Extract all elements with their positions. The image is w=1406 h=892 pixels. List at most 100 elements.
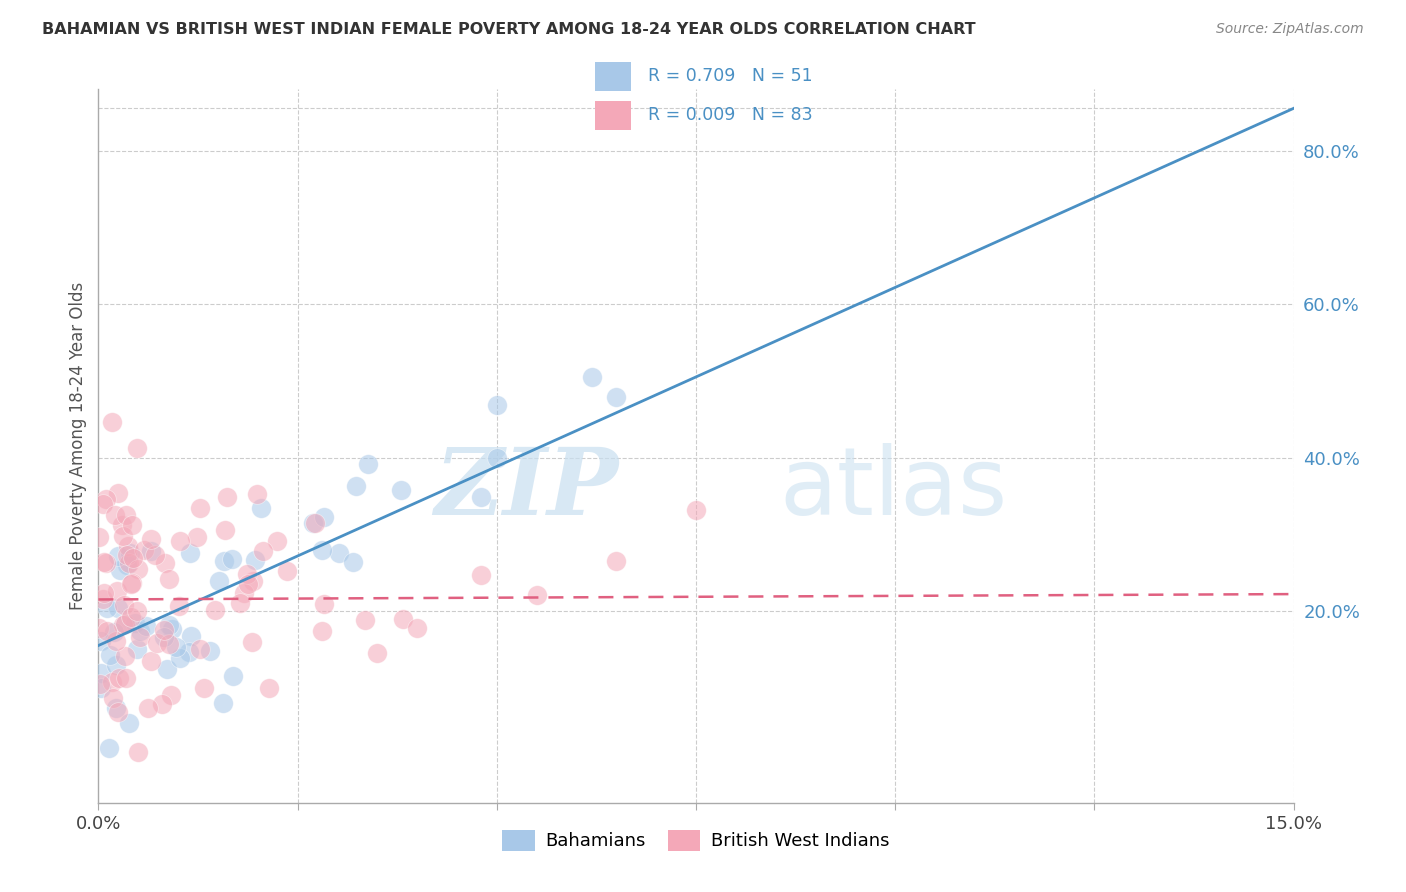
Point: [107, 486, 129, 500]
Point: [233, 586, 256, 600]
Point: [128, 631, 150, 645]
Point: [108, 671, 131, 685]
Point: [120, 577, 142, 591]
Point: [236, 577, 259, 591]
Point: [114, 671, 136, 685]
Point: [212, 696, 235, 710]
Point: [90, 634, 112, 648]
Point: [153, 556, 176, 570]
Point: [139, 544, 162, 558]
Point: [342, 555, 364, 569]
Point: [96, 624, 118, 639]
Point: [605, 391, 627, 405]
Point: [526, 588, 548, 602]
Point: [93, 586, 115, 600]
Point: [124, 616, 146, 631]
Point: [114, 649, 136, 664]
Point: [159, 688, 181, 702]
Point: [186, 530, 208, 544]
Point: [94, 491, 117, 506]
Point: [222, 669, 245, 683]
Point: [470, 490, 492, 504]
Point: [354, 613, 377, 627]
Point: [150, 697, 173, 711]
Point: [153, 631, 176, 645]
Text: ZIP: ZIP: [434, 444, 619, 533]
Point: [156, 662, 179, 676]
Point: [115, 558, 138, 572]
Text: Source: ZipAtlas.com: Source: ZipAtlas.com: [1216, 22, 1364, 37]
Point: [145, 636, 167, 650]
Point: [188, 642, 211, 657]
Text: R = 0.009   N = 83: R = 0.009 N = 83: [648, 106, 813, 124]
Point: [470, 567, 492, 582]
Text: BAHAMIAN VS BRITISH WEST INDIAN FEMALE POVERTY AMONG 18-24 YEAR OLDS CORRELATION: BAHAMIAN VS BRITISH WEST INDIAN FEMALE P…: [42, 22, 976, 37]
Point: [105, 583, 128, 598]
Point: [96, 600, 118, 615]
Point: [141, 654, 163, 668]
Point: [152, 623, 174, 637]
Point: [246, 487, 269, 501]
Point: [167, 599, 190, 613]
Point: [208, 574, 231, 588]
Point: [344, 479, 367, 493]
Point: [118, 716, 141, 731]
Point: [90, 666, 112, 681]
Point: [145, 549, 167, 563]
Point: [257, 681, 280, 696]
Point: [311, 624, 333, 638]
Point: [121, 575, 143, 590]
Point: [406, 622, 429, 636]
Text: R = 0.709   N = 51: R = 0.709 N = 51: [648, 68, 813, 86]
Point: [177, 645, 200, 659]
Point: [193, 681, 215, 695]
Point: [107, 705, 129, 719]
Point: [581, 369, 603, 384]
Point: [107, 600, 129, 615]
Point: [605, 554, 627, 568]
Point: [117, 539, 139, 553]
Point: [314, 597, 336, 611]
Point: [204, 603, 226, 617]
Point: [89, 677, 111, 691]
Point: [114, 617, 136, 632]
Point: [165, 640, 187, 654]
Point: [214, 524, 236, 538]
Point: [136, 701, 159, 715]
Point: [139, 532, 162, 546]
Point: [120, 610, 142, 624]
Point: [304, 516, 326, 530]
Point: [157, 617, 180, 632]
Point: [242, 574, 264, 589]
Point: [169, 650, 191, 665]
Point: [98, 741, 121, 756]
Text: atlas: atlas: [779, 442, 1008, 535]
Point: [228, 596, 250, 610]
Point: [118, 556, 141, 570]
Point: [127, 642, 149, 657]
Point: [90, 681, 112, 696]
Point: [485, 450, 508, 465]
Point: [111, 618, 134, 632]
Point: [104, 657, 127, 672]
Point: [389, 483, 412, 498]
Point: [101, 674, 124, 689]
Point: [215, 490, 238, 504]
Point: [685, 503, 707, 517]
Point: [180, 629, 202, 643]
Point: [160, 622, 183, 636]
FancyBboxPatch shape: [595, 62, 631, 91]
Point: [108, 563, 131, 577]
Point: [157, 572, 180, 586]
Point: [121, 518, 143, 533]
FancyBboxPatch shape: [595, 101, 631, 130]
Point: [188, 501, 211, 516]
Point: [135, 619, 157, 633]
Point: [115, 508, 138, 523]
Point: [485, 398, 508, 412]
Point: [91, 592, 114, 607]
Point: [98, 648, 121, 662]
Point: [127, 745, 149, 759]
Point: [302, 516, 325, 531]
Point: [212, 554, 235, 568]
